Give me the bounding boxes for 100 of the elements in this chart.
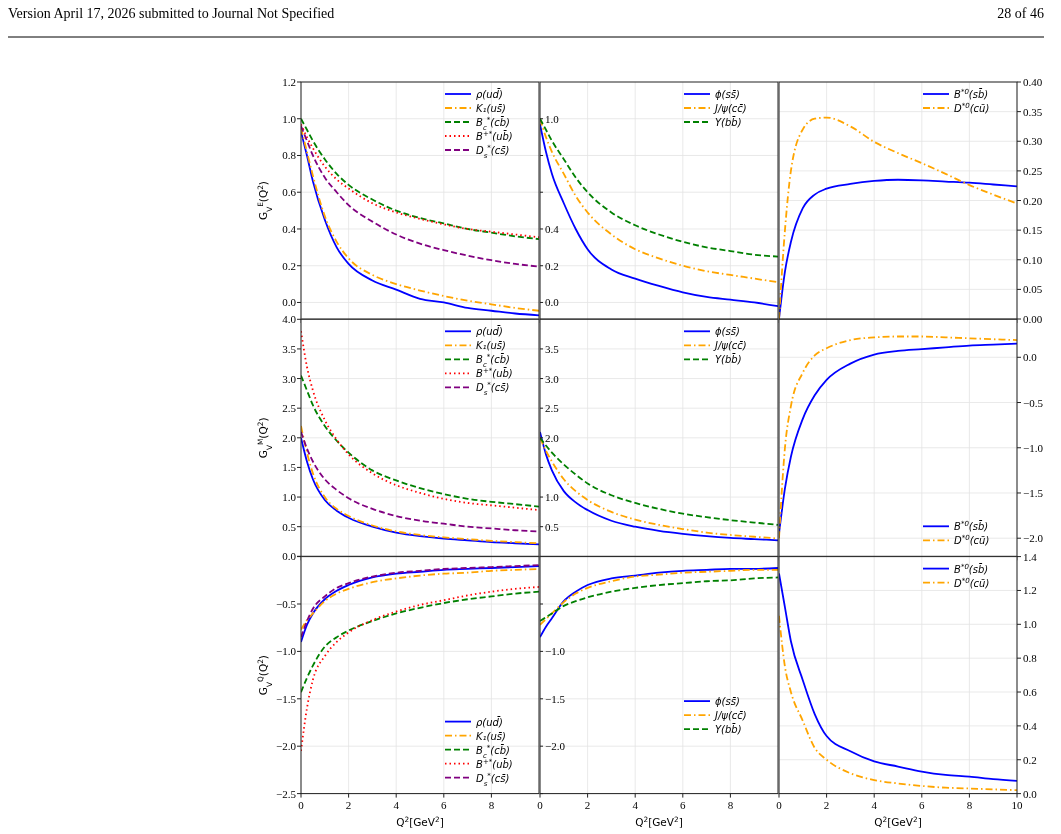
y-tick-label: 3.5 xyxy=(282,342,297,355)
legend-label: D$^{*0}$(cū) xyxy=(954,534,990,547)
legend-label: K₁(us̄) xyxy=(476,103,506,114)
y-tick-label: 0.8 xyxy=(282,149,297,162)
y2-tick-label: 0.15 xyxy=(1023,224,1043,237)
y2-tick-label: −0.5 xyxy=(1023,396,1044,409)
y-tick-label: 0.0 xyxy=(282,550,297,563)
y-tick-label: −1.5 xyxy=(276,692,297,705)
y2-tick-label: 0.35 xyxy=(1023,105,1043,118)
y-tick-label: −1.0 xyxy=(276,645,297,658)
legend-label: D$^{*0}$(cū) xyxy=(954,576,990,589)
y-tick-label: 2.0 xyxy=(545,431,560,444)
legend-label: ρ(ud̄) xyxy=(476,88,503,100)
legend-label: ϕ(ss̄) xyxy=(715,696,740,708)
y-tick-label: 3.5 xyxy=(545,342,560,355)
y-tick-label: 1.0 xyxy=(282,112,297,125)
y-tick-label: 2.5 xyxy=(545,402,560,415)
text: 28 of 46 xyxy=(997,6,1044,21)
x-tick-label: 0 xyxy=(537,798,544,811)
legend-label: Υ(bb̄) xyxy=(715,353,742,366)
y2-tick-label: 0.4 xyxy=(1023,719,1038,732)
legend-label: B$^{+*}$(ub̄) xyxy=(476,130,513,142)
x-tick-label: 4 xyxy=(871,798,878,811)
legend-label: D$_{s}$$^{*}$(cs̄) xyxy=(476,771,510,788)
legend-label: J/ψ(cc̄) xyxy=(713,103,747,114)
x-tick-label: 2 xyxy=(823,798,830,811)
text: Version April 17, 2026 submitted to Journal Not Specified xyxy=(8,6,335,21)
y-tick-label: 0.0 xyxy=(282,296,297,309)
y-tick-label: 1.2 xyxy=(282,76,296,88)
legend-label: D$_{s}$$^{*}$(cs̄) xyxy=(476,381,510,398)
y2-tick-label: 0.0 xyxy=(1023,351,1038,364)
y-tick-label: −0.5 xyxy=(276,598,297,610)
legend-label: Υ(bb̄) xyxy=(715,116,742,128)
y2-tick-label: 0.10 xyxy=(1023,253,1043,266)
y-tick-label: 1.0 xyxy=(545,491,560,504)
y-tick-label: 0.4 xyxy=(545,222,560,235)
y2-tick-label: 0.6 xyxy=(1023,686,1038,699)
y2-tick-label: 1.0 xyxy=(1023,618,1038,631)
y2-tick-label: −2.0 xyxy=(1023,532,1044,545)
legend-label: B$^{+*}$(ub̄) xyxy=(476,367,513,380)
x-tick-label: 8 xyxy=(966,798,973,811)
y-tick-label: 1.0 xyxy=(545,112,560,125)
x-tick-label: 0 xyxy=(776,798,783,811)
x-tick-label: 4 xyxy=(393,798,400,811)
legend-label: D$_{s}$$^{*}$(cs̄) xyxy=(476,144,510,160)
x-axis-title: Q$^{2}$[GeV$^{2}$] xyxy=(874,814,922,828)
x-tick-label: 10 xyxy=(1011,798,1023,811)
y2-tick-label: 0.20 xyxy=(1023,194,1043,207)
y-tick-label: 0.6 xyxy=(282,186,297,199)
y-tick-label: 3.0 xyxy=(545,372,560,385)
legend-label: B$^{*0}$(sb̄) xyxy=(954,520,989,533)
x-tick-label: 6 xyxy=(680,798,687,811)
legend-label: B$^{*0}$(sb̄) xyxy=(954,88,989,100)
y-tick-label: −2.5 xyxy=(276,787,297,800)
legend-label: D$^{*0}$(cū) xyxy=(954,102,990,114)
y-tick-label: −2.0 xyxy=(276,740,297,753)
y-tick-label: 2.0 xyxy=(282,431,297,444)
y-tick-label: 2.5 xyxy=(282,402,297,415)
y2-tick-label: 0.30 xyxy=(1023,135,1043,148)
y2-tick-label: 1.4 xyxy=(1023,550,1038,563)
y-tick-label: 1.5 xyxy=(282,461,297,474)
x-tick-label: 2 xyxy=(584,798,591,811)
legend-label: ρ(ud̄) xyxy=(476,325,503,338)
y-tick-label: 0.2 xyxy=(282,259,296,272)
y2-tick-label: 0.0 xyxy=(1023,787,1038,800)
y2-tick-label: 0.2 xyxy=(1023,753,1037,766)
x-axis-title: Q$^{2}$[GeV$^{2}$] xyxy=(396,814,444,828)
legend-label: J/ψ(cc̄) xyxy=(713,710,747,722)
y2-tick-label: 0.00 xyxy=(1023,313,1043,325)
legend-label: ρ(ud̄) xyxy=(476,715,503,728)
y-tick-label: −2.0 xyxy=(545,740,566,753)
legend-label: B$^{*0}$(sb̄) xyxy=(954,562,989,575)
legend-label: J/ψ(cc̄) xyxy=(713,340,747,352)
legend-label: ϕ(ss̄) xyxy=(715,89,740,100)
legend-label: K₁(us̄) xyxy=(476,340,506,352)
legend-label: Υ(bb̄) xyxy=(715,723,742,736)
y-tick-label: 1.0 xyxy=(282,491,297,504)
legend-label: B$^{+*}$(ub̄) xyxy=(476,757,513,770)
y-tick-label: 0.5 xyxy=(545,520,560,533)
y2-tick-label: 1.2 xyxy=(1023,584,1037,597)
y2-tick-label: 0.40 xyxy=(1023,76,1043,88)
y-tick-label: −1.5 xyxy=(545,692,566,705)
y-tick-label: −1.0 xyxy=(545,645,566,658)
x-tick-label: 6 xyxy=(441,798,448,811)
y2-tick-label: −1.5 xyxy=(1023,486,1044,499)
y-tick-label: 3.0 xyxy=(282,372,297,385)
y-tick-label: 0.0 xyxy=(545,296,560,309)
y-tick-label: 0.5 xyxy=(282,520,297,533)
x-tick-label: 6 xyxy=(919,798,926,811)
y-tick-label: 0.4 xyxy=(282,222,297,235)
x-tick-label: 4 xyxy=(632,798,639,811)
y2-tick-label: 0.05 xyxy=(1023,283,1043,296)
y2-tick-label: −1.0 xyxy=(1023,441,1044,454)
x-tick-label: 0 xyxy=(298,798,305,811)
x-axis-title: Q$^{2}$[GeV$^{2}$] xyxy=(635,814,683,828)
y-tick-label: 0.2 xyxy=(545,259,559,272)
x-tick-label: 8 xyxy=(727,798,734,811)
y2-tick-label: 0.8 xyxy=(1023,652,1038,665)
x-tick-label: 2 xyxy=(345,798,352,811)
legend-label: ϕ(ss̄) xyxy=(715,326,740,338)
